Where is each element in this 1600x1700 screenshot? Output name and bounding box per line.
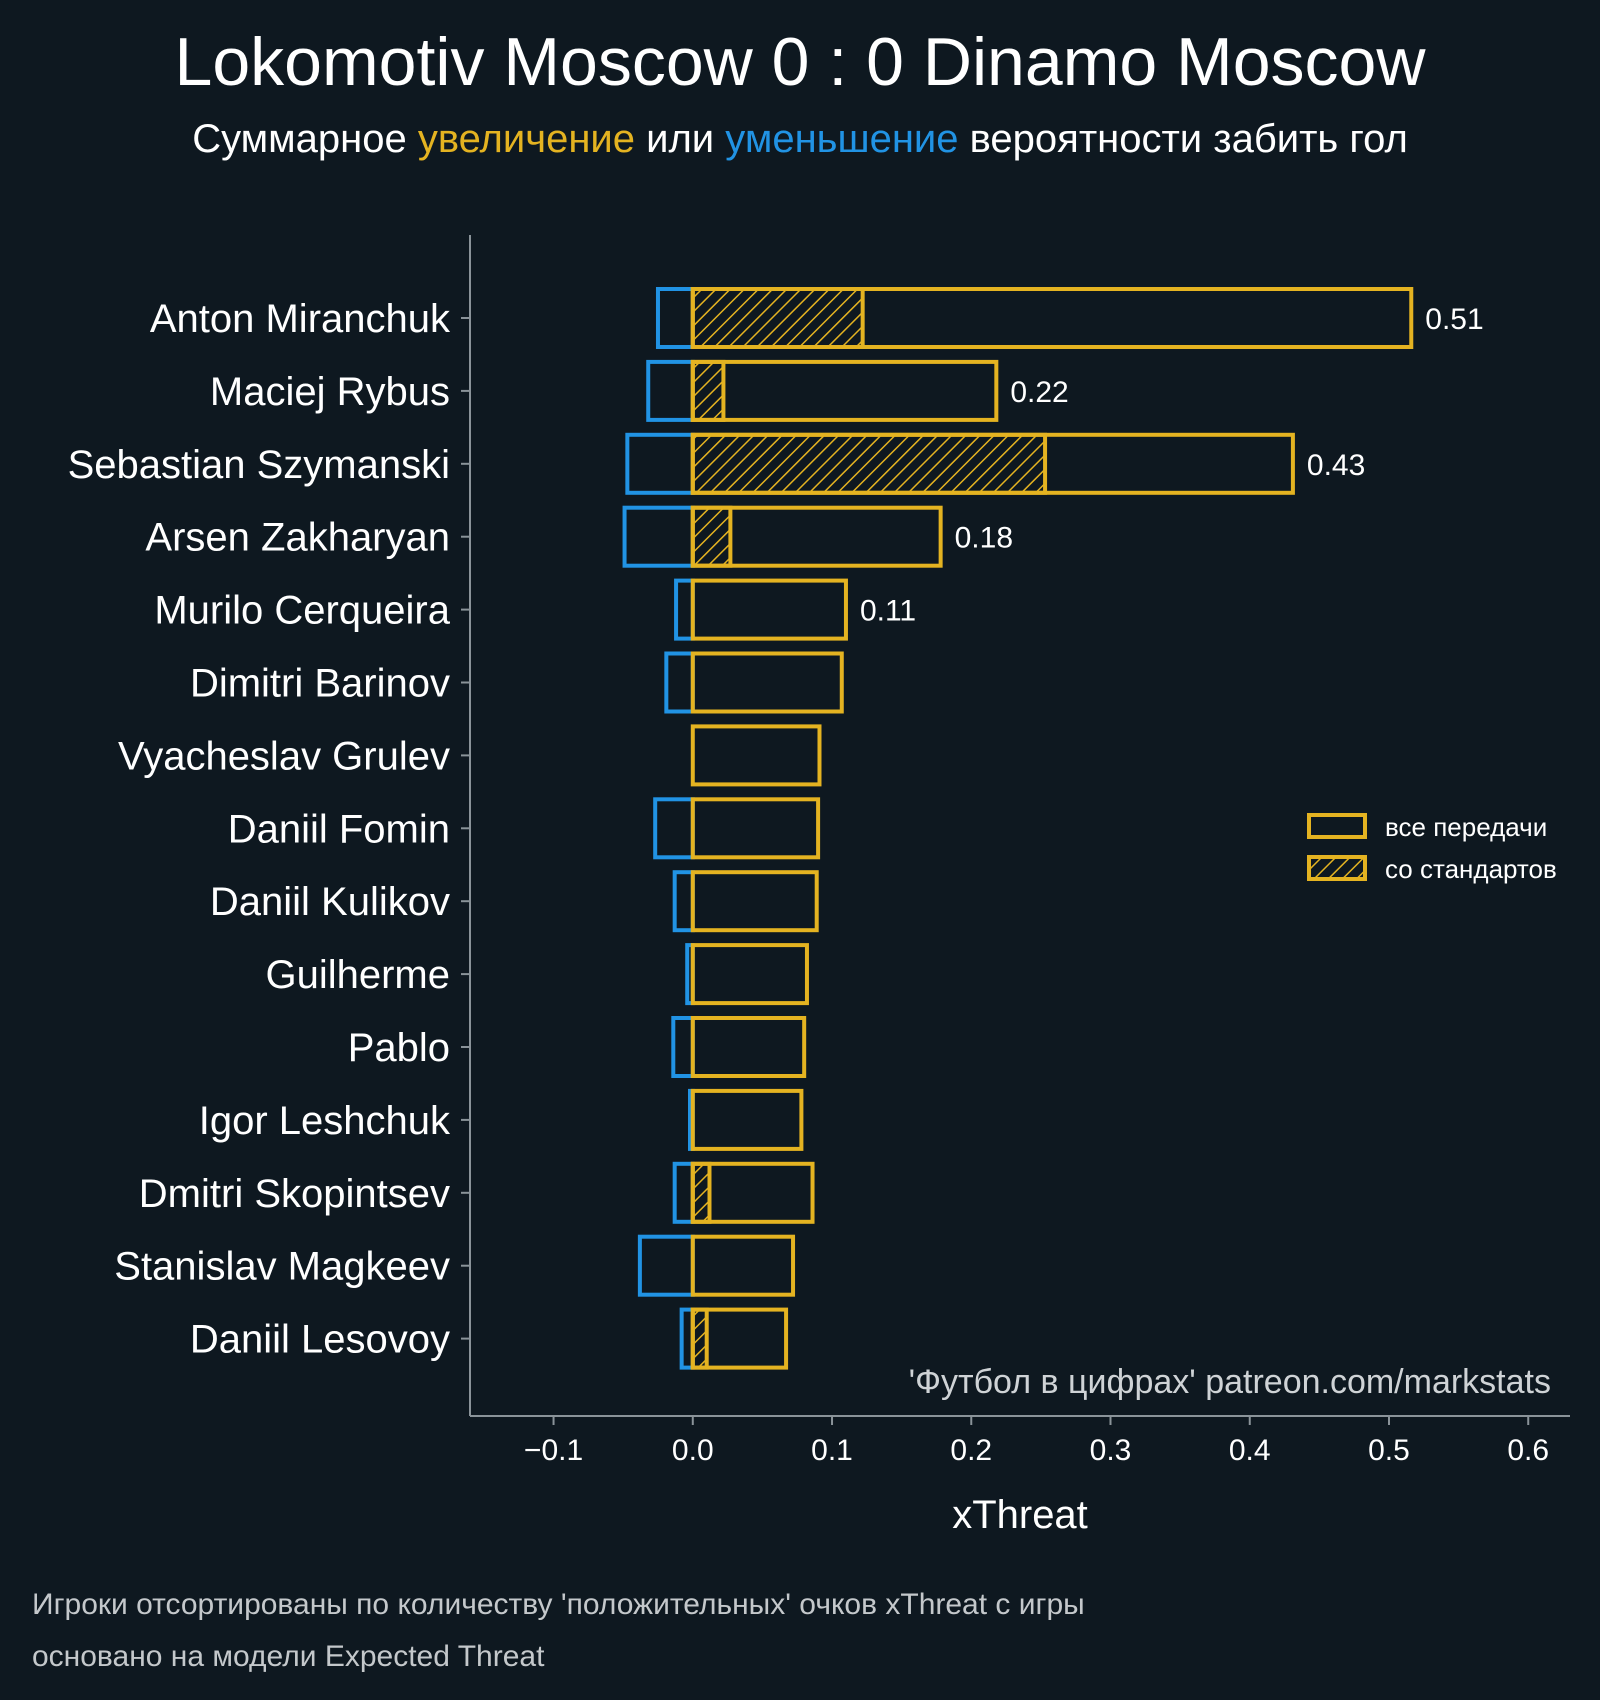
bar-value-label: 0.22 xyxy=(1010,376,1068,409)
bar-set-pieces xyxy=(690,505,733,568)
subtitle-after: вероятности забить гол xyxy=(959,117,1408,161)
footnote-line-1: Игроки отсортированы по количеству 'поло… xyxy=(32,1588,1085,1621)
player-label: Anton Miranchuk xyxy=(150,297,451,341)
x-tick-label: 0.3 xyxy=(1090,1434,1132,1467)
x-axis-label: xThreat xyxy=(952,1493,1088,1537)
subtitle-increase: увеличение xyxy=(418,117,635,161)
player-label: Murilo Cerqueira xyxy=(154,589,450,633)
subtitle-before: Суммарное xyxy=(192,117,418,161)
subtitle-decrease: уменьшение xyxy=(725,117,958,161)
player-label: Arsen Zakharyan xyxy=(145,516,450,560)
legend-swatch-set-pieces xyxy=(1307,855,1367,881)
bar-all-passes xyxy=(690,943,809,1006)
player-label: Dmitri Skopintsev xyxy=(139,1172,450,1216)
player-label: Sebastian Szymanski xyxy=(68,443,450,487)
x-tick-label: 0.2 xyxy=(950,1434,992,1467)
bar-all-passes xyxy=(690,1234,796,1297)
bar-value-label: 0.51 xyxy=(1425,303,1483,336)
bar-value-label: 0.43 xyxy=(1307,449,1365,482)
player-label: Pablo xyxy=(348,1026,450,1070)
subtitle-middle: или xyxy=(635,117,725,161)
bar-all-passes xyxy=(690,1307,789,1370)
bar-all-passes xyxy=(690,359,999,422)
player-label: Maciej Rybus xyxy=(210,370,450,414)
x-tick-label: 0.1 xyxy=(811,1434,853,1467)
legend-swatch-all-passes xyxy=(1307,813,1367,839)
x-tick-label: 0.4 xyxy=(1229,1434,1271,1467)
bar-all-passes xyxy=(690,724,822,787)
bar-all-passes xyxy=(690,1016,807,1078)
bar-set-pieces xyxy=(690,432,1048,495)
bar-all-passes xyxy=(690,1088,804,1151)
player-label: Vyacheslav Grulev xyxy=(118,734,450,778)
bar-all-passes xyxy=(690,578,848,641)
footnote-line-2: основано на модели Expected Threat xyxy=(32,1640,545,1673)
bar-all-passes xyxy=(690,505,943,568)
player-label: Dimitri Barinov xyxy=(190,662,450,706)
x-tick-label: −0.1 xyxy=(524,1434,583,1467)
legend: все передачи со стандартов xyxy=(1307,812,1557,884)
chart-subtitle: Суммарное увеличение или уменьшение веро… xyxy=(192,117,1408,161)
bar-all-passes xyxy=(690,432,1295,495)
plot-area: 0.51 Anton Miranchuk 0.22 Maciej Rybus 0.43 S… xyxy=(68,235,1570,1537)
bar-set-pieces xyxy=(690,359,726,422)
player-label: Guilherme xyxy=(265,953,450,997)
bar-all-passes xyxy=(690,870,819,933)
x-tick-label: 0.0 xyxy=(672,1434,714,1467)
player-label: Daniil Lesovoy xyxy=(190,1318,450,1362)
player-label: Stanislav Magkeev xyxy=(114,1245,450,1289)
x-tick-label: 0.6 xyxy=(1507,1434,1549,1467)
player-label: Daniil Kulikov xyxy=(210,880,450,924)
x-tick-label: 0.5 xyxy=(1368,1434,1410,1467)
player-label: Igor Leshchuk xyxy=(199,1099,451,1143)
bar-all-passes xyxy=(690,287,1414,349)
bar-value-label: 0.18 xyxy=(955,522,1013,555)
bar-all-passes xyxy=(690,797,821,860)
watermark: 'Футбол в цифрах' patreon.com/markstats xyxy=(909,1363,1551,1401)
bar-set-pieces xyxy=(690,1307,709,1370)
bar-set-pieces xyxy=(690,287,865,349)
legend-label-set-pieces: со стандартов xyxy=(1385,854,1557,884)
bar-all-passes xyxy=(690,1161,815,1224)
legend-label-all-passes: все передачи xyxy=(1385,812,1547,842)
bar-set-pieces xyxy=(690,1161,712,1224)
bar-all-passes xyxy=(690,651,844,714)
bar-value-label: 0.11 xyxy=(860,595,916,628)
player-label: Daniil Fomin xyxy=(228,807,450,851)
chart-title: Lokomotiv Moscow 0 : 0 Dinamo Moscow xyxy=(175,24,1427,100)
